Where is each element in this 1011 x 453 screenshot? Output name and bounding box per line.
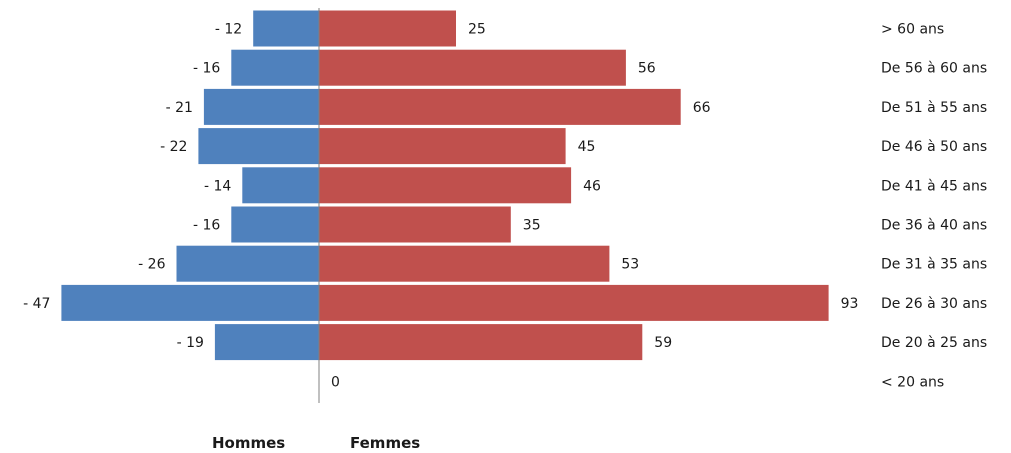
series-hommes <box>61 10 320 361</box>
data-label-femmes: 35 <box>523 218 541 234</box>
legend-hommes: Hommes <box>212 434 285 452</box>
category-label: De 31 à 35 ans <box>881 257 987 273</box>
bar-femmes <box>319 206 511 243</box>
bar-hommes <box>203 88 319 125</box>
bar-hommes <box>253 10 319 47</box>
labels-femmes: 25 56 66 45 46 35 53 93 59 0 <box>331 22 858 391</box>
legend: Hommes Femmes <box>212 434 420 452</box>
data-label-femmes: 45 <box>578 139 596 155</box>
data-label-hommes: - 21 <box>166 100 193 116</box>
data-label-femmes: 46 <box>583 178 601 194</box>
bar-femmes <box>319 284 829 321</box>
legend-femmes: Femmes <box>350 434 420 452</box>
category-label: De 51 à 55 ans <box>881 100 987 116</box>
series-femmes <box>319 10 829 361</box>
category-label: < 20 ans <box>881 374 944 390</box>
category-label: De 56 à 60 ans <box>881 61 987 77</box>
bar-hommes <box>176 245 319 282</box>
data-label-femmes: 56 <box>638 61 656 77</box>
bar-femmes <box>319 128 566 165</box>
data-label-hommes: - 12 <box>215 22 242 38</box>
bar-femmes <box>319 88 681 125</box>
data-label-femmes: 25 <box>468 22 486 38</box>
bar-femmes <box>319 10 456 47</box>
data-label-hommes: - 22 <box>160 139 187 155</box>
category-label: > 60 ans <box>881 22 944 38</box>
data-label-femmes: 59 <box>654 335 672 351</box>
data-label-hommes: - 16 <box>193 61 220 77</box>
bar-hommes <box>61 284 320 321</box>
data-label-hommes: - 19 <box>177 335 204 351</box>
bar-hommes <box>214 324 319 361</box>
bar-hommes <box>231 206 319 243</box>
category-labels: > 60 ans De 56 à 60 ans De 51 à 55 ans De 4… <box>881 22 987 391</box>
category-label: De 46 à 50 ans <box>881 139 987 155</box>
labels-hommes: - 12 - 16 - 21 - 22 - 14 - 16 - 26 - 47 - 19 <box>23 22 242 352</box>
data-label-femmes: 0 <box>331 374 340 390</box>
bar-hommes <box>242 167 319 204</box>
data-label-hommes: - 14 <box>204 178 231 194</box>
data-label-hommes: - 47 <box>23 296 50 312</box>
bar-femmes <box>319 245 610 282</box>
bar-hommes <box>231 49 319 86</box>
bar-femmes <box>319 167 572 204</box>
data-label-hommes: - 16 <box>193 218 220 234</box>
category-label: De 20 à 25 ans <box>881 335 987 351</box>
bar-femmes <box>319 324 643 361</box>
bar-femmes <box>319 49 626 86</box>
category-label: De 36 à 40 ans <box>881 218 987 234</box>
data-label-femmes: 53 <box>621 257 639 273</box>
bar-hommes <box>198 128 319 165</box>
category-label: De 41 à 45 ans <box>881 178 987 194</box>
data-label-femmes: 93 <box>841 296 859 312</box>
category-label: De 26 à 30 ans <box>881 296 987 312</box>
data-label-hommes: - 26 <box>138 257 165 273</box>
data-label-femmes: 66 <box>693 100 711 116</box>
